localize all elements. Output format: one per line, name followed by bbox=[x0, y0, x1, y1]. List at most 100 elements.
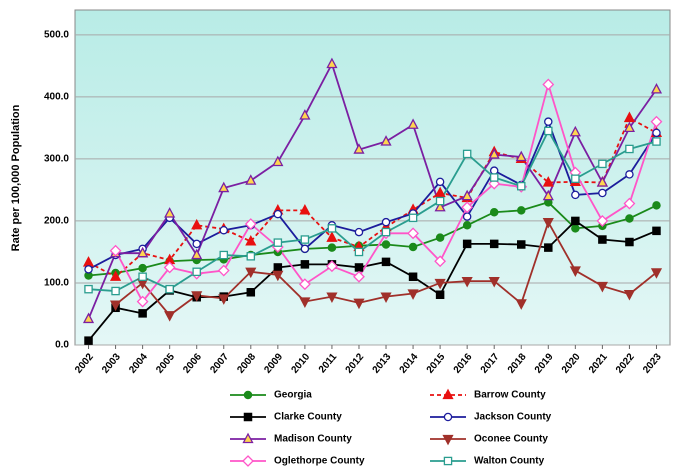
data-point bbox=[408, 213, 418, 223]
y-tick-label: 500.0 bbox=[44, 29, 69, 40]
data-point bbox=[625, 237, 634, 247]
data-point bbox=[109, 244, 122, 257]
data-point bbox=[488, 148, 500, 159]
series-line bbox=[88, 129, 657, 292]
legend-label: Oglethorpe County bbox=[274, 456, 365, 467]
x-tick-label: 2022 bbox=[614, 351, 637, 375]
data-point bbox=[327, 224, 337, 233]
legend-marker bbox=[243, 412, 253, 422]
data-point bbox=[138, 309, 147, 318]
data-point bbox=[381, 217, 391, 227]
data-point bbox=[623, 121, 636, 133]
data-point bbox=[462, 212, 472, 221]
data-point bbox=[596, 176, 608, 187]
legend-marker bbox=[443, 412, 453, 422]
data-point bbox=[109, 300, 122, 312]
data-point bbox=[137, 246, 149, 258]
x-tick-label: 2023 bbox=[641, 351, 664, 375]
plot-area bbox=[74, 9, 671, 346]
data-point bbox=[625, 144, 634, 154]
data-point bbox=[434, 186, 446, 198]
data-point bbox=[245, 267, 257, 279]
data-point bbox=[407, 227, 419, 240]
data-point bbox=[163, 261, 176, 274]
data-point bbox=[623, 289, 636, 301]
x-tick-label: 2018 bbox=[506, 351, 529, 375]
y-tick-label: 300.0 bbox=[44, 154, 69, 165]
data-point bbox=[462, 221, 472, 230]
legend-marker bbox=[442, 388, 454, 400]
data-point bbox=[544, 243, 553, 252]
data-point bbox=[246, 288, 256, 297]
x-tick-label: 2008 bbox=[235, 351, 258, 375]
series-line bbox=[88, 201, 657, 277]
data-point bbox=[435, 290, 445, 299]
data-point bbox=[299, 297, 311, 308]
data-point bbox=[434, 278, 446, 290]
data-point bbox=[327, 243, 337, 252]
data-point bbox=[298, 278, 311, 291]
data-point bbox=[652, 226, 661, 236]
data-point bbox=[598, 188, 607, 198]
data-point bbox=[82, 312, 95, 324]
x-tick-label: 2006 bbox=[181, 351, 204, 375]
data-point bbox=[542, 78, 555, 91]
data-point bbox=[217, 264, 230, 277]
x-tick-label: 2016 bbox=[452, 351, 475, 375]
data-point bbox=[489, 207, 499, 217]
data-point bbox=[300, 235, 310, 244]
data-point bbox=[380, 135, 392, 146]
data-point bbox=[462, 149, 472, 159]
data-point bbox=[408, 242, 418, 252]
data-point bbox=[273, 209, 283, 219]
data-point bbox=[407, 118, 419, 129]
legend-marker bbox=[242, 432, 254, 444]
data-point bbox=[273, 263, 283, 272]
legend-marker bbox=[243, 390, 253, 400]
data-point bbox=[354, 247, 364, 257]
data-point bbox=[571, 224, 580, 233]
data-point bbox=[191, 218, 203, 230]
y-tick-label: 200.0 bbox=[44, 216, 69, 227]
data-point bbox=[84, 265, 93, 274]
data-point bbox=[434, 200, 446, 212]
x-tick-label: 2011 bbox=[317, 351, 340, 375]
data-point bbox=[571, 174, 580, 183]
x-tick-label: 2007 bbox=[208, 351, 231, 375]
x-tick-label: 2020 bbox=[560, 351, 583, 375]
data-point bbox=[461, 201, 474, 214]
data-point bbox=[435, 196, 445, 206]
data-point bbox=[326, 231, 338, 242]
series-line bbox=[87, 61, 658, 320]
x-tick-label: 2015 bbox=[425, 351, 448, 375]
data-point bbox=[326, 292, 338, 304]
data-point bbox=[245, 235, 257, 246]
series-line bbox=[87, 219, 657, 342]
data-point bbox=[218, 181, 230, 193]
legend-marker bbox=[443, 456, 453, 466]
data-point bbox=[517, 206, 526, 215]
y-tick-label: 0.0 bbox=[55, 340, 69, 351]
legend-label: Georgia bbox=[274, 390, 312, 401]
data-point bbox=[407, 289, 419, 300]
data-point bbox=[381, 257, 391, 267]
data-point bbox=[164, 207, 176, 218]
data-point bbox=[435, 177, 445, 187]
legend-label: Walton County bbox=[474, 456, 545, 467]
data-point bbox=[652, 137, 661, 146]
y-tick-label: 100.0 bbox=[44, 278, 69, 289]
data-point bbox=[596, 215, 609, 227]
data-point bbox=[542, 189, 554, 201]
data-point bbox=[354, 227, 364, 237]
data-point bbox=[191, 248, 203, 260]
data-point bbox=[462, 239, 472, 249]
x-tick-label: 2017 bbox=[479, 351, 502, 375]
data-point bbox=[596, 281, 608, 293]
x-tick-label: 2005 bbox=[154, 351, 177, 375]
legend-marker bbox=[242, 455, 254, 467]
data-point bbox=[515, 150, 527, 162]
data-point bbox=[191, 291, 203, 302]
data-point bbox=[623, 197, 636, 210]
x-tick-label: 2004 bbox=[127, 351, 150, 375]
